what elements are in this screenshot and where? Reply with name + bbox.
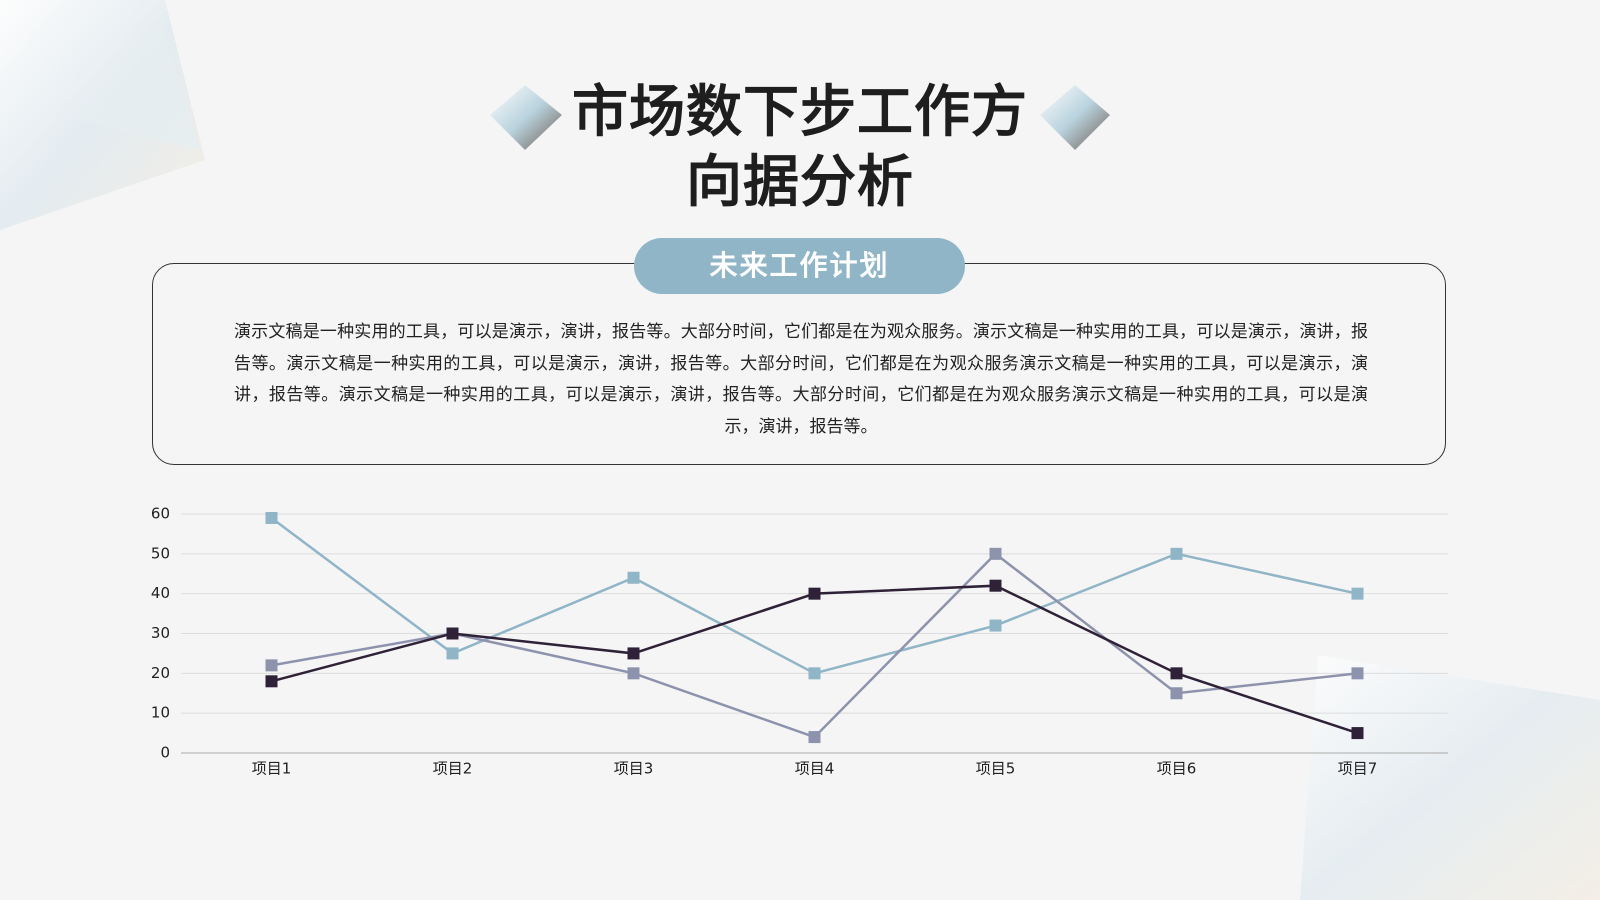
- crystal: [80, 20, 200, 150]
- x-tick-label: 项目4: [795, 760, 835, 778]
- y-tick-label: 20: [151, 664, 170, 682]
- marker: [989, 547, 1002, 560]
- x-tick-label: 项目7: [1338, 760, 1378, 778]
- y-tick-label: 60: [151, 505, 170, 523]
- marker: [808, 731, 821, 744]
- marker: [808, 667, 821, 680]
- diamond: [1040, 85, 1110, 150]
- series-line: [271, 584, 1358, 735]
- y-tick-label: 30: [151, 624, 170, 642]
- x-tick-label: 项目1: [252, 760, 292, 778]
- series-line: [271, 552, 1358, 739]
- x-tick-label: 项目5: [976, 760, 1016, 778]
- marker: [265, 675, 278, 688]
- marker: [989, 619, 1002, 632]
- x-tick-label: 项目6: [1157, 760, 1197, 778]
- marker: [627, 667, 640, 680]
- marker: [1170, 667, 1183, 680]
- title: 市场数下步工作方向据分析: [572, 80, 1028, 215]
- diamond: [490, 85, 562, 150]
- marker: [989, 579, 1002, 592]
- x-tick-label: 项目2: [433, 760, 473, 778]
- marker: [627, 647, 640, 660]
- marker: [1351, 727, 1364, 740]
- y-tick-label: 10: [151, 704, 170, 722]
- marker: [627, 571, 640, 584]
- marker: [1170, 547, 1183, 560]
- y-tick-label: 50: [151, 544, 170, 562]
- marker: [1170, 687, 1183, 700]
- crystal: [1300, 655, 1600, 900]
- y-tick-label: 0: [160, 744, 170, 762]
- x-tick-label: 项目3: [614, 760, 654, 778]
- marker: [446, 647, 459, 660]
- marker: [1351, 667, 1364, 680]
- marker: [1351, 587, 1364, 600]
- marker: [265, 659, 278, 672]
- section-label: 未来工作计划: [634, 238, 965, 294]
- marker: [265, 511, 278, 524]
- marker: [446, 627, 459, 640]
- paragraph: 演示文稿是一种实用的工具，可以是演示，演讲，报告等。大部分时间，它们都是在为观众…: [234, 322, 1368, 437]
- marker: [808, 587, 821, 600]
- y-tick-label: 40: [151, 584, 170, 602]
